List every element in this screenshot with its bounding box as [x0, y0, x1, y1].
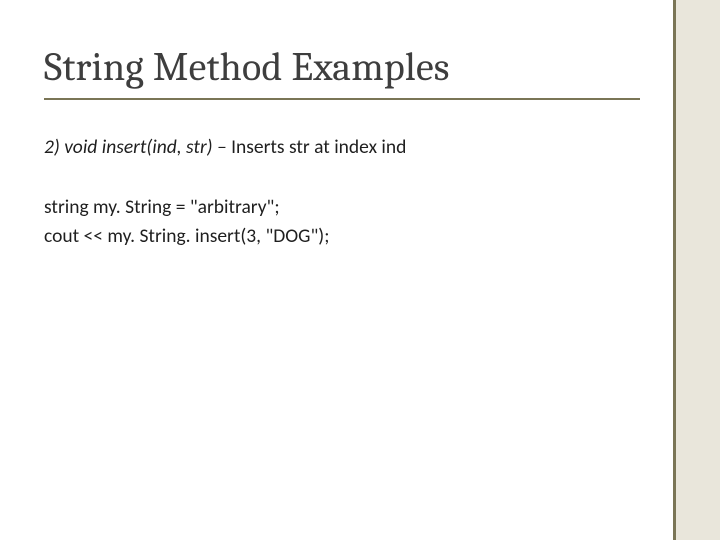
accent-line: [673, 0, 676, 540]
code-example: string my. String = "arbitrary"; cout <<…: [44, 194, 640, 249]
slide: String Method Examples 2) void insert(in…: [0, 0, 720, 540]
method-explanation: Inserts str at index ind: [227, 135, 407, 159]
method-signature: 2) void insert(ind, str) –: [44, 135, 227, 159]
title-rule: [44, 98, 640, 100]
slide-body: 2) void insert(ind, str) – Inserts str a…: [44, 134, 640, 251]
method-description: 2) void insert(ind, str) – Inserts str a…: [44, 134, 640, 160]
page-title: String Method Examples: [44, 44, 450, 90]
code-line-1: string my. String = "arbitrary";: [44, 194, 640, 220]
code-line-2: cout << my. String. insert(3, "DOG");: [44, 223, 640, 249]
accent-bar: [674, 0, 720, 540]
